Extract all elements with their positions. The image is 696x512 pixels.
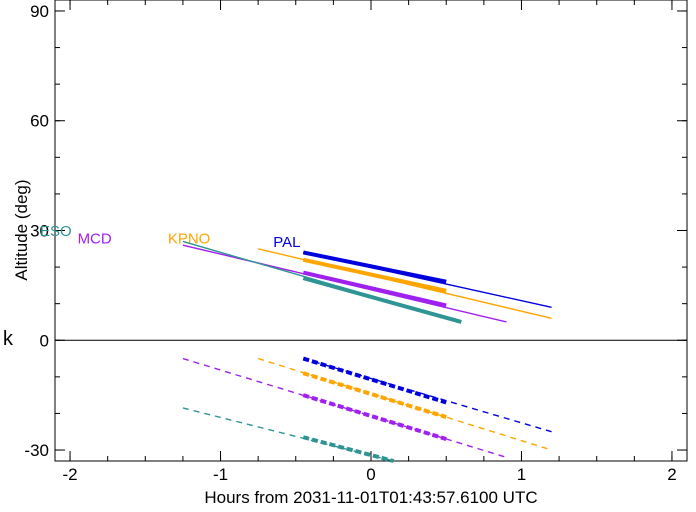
pal-altitude-window-line <box>302 250 447 284</box>
mcd-negative-altitude-line <box>182 357 507 459</box>
y-tick-label: 0 <box>40 331 49 350</box>
kpno-negative-altitude-line <box>257 357 552 451</box>
y-axis-label: Altitude (deg) <box>12 179 31 280</box>
x-axis-ticks: -2 -1 0 1 2 <box>62 0 677 484</box>
mcd-negative-altitude-window-line <box>302 393 447 441</box>
kpno-site-label: KPNO <box>168 230 211 247</box>
pal-site-label: PAL <box>273 234 300 251</box>
x-tick-label: 0 <box>366 465 375 484</box>
kpno-altitude-window-line <box>302 257 447 293</box>
x-axis-label: Hours from 2031-11-01T01:43:57.6100 UTC <box>204 488 537 507</box>
eso-site-label: ESO <box>40 223 72 240</box>
x-tick-label: 1 <box>517 465 526 484</box>
x-tick-label: -2 <box>62 465 77 484</box>
eso-negative-altitude-window-line <box>302 435 395 463</box>
eso-altitude-window-line <box>302 276 462 324</box>
series-layer: PAL KPNO MCD ESO <box>40 223 552 463</box>
y-tick-label: 30 <box>30 222 49 241</box>
mcd-site-label: MCD <box>78 230 112 247</box>
mcd-altitude-window-line <box>302 270 447 308</box>
y-tick-label: 60 <box>30 112 49 131</box>
y-axis-ticks: -30 0 30 60 90 <box>24 2 687 460</box>
y-tick-label: -30 <box>24 441 49 460</box>
eso-negative-altitude-line <box>182 407 394 462</box>
side-label: k <box>2 329 14 352</box>
y-tick-label: 90 <box>30 2 49 21</box>
plot-frame <box>54 0 688 462</box>
pal-negative-altitude-window-line <box>302 356 447 405</box>
x-tick-label: -1 <box>213 465 228 484</box>
x-tick-label: 2 <box>667 465 676 484</box>
kpno-negative-altitude-window-line <box>302 371 447 420</box>
